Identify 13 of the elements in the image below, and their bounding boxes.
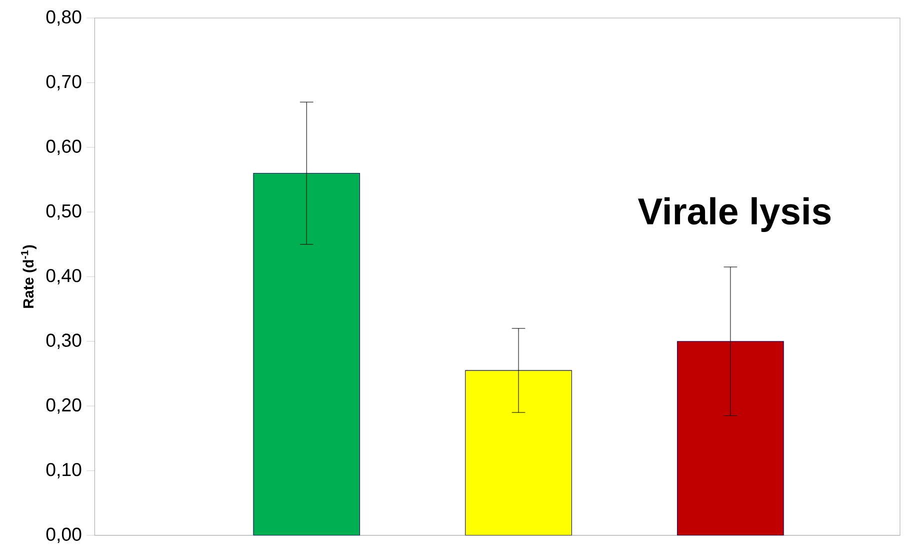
y-tick-label: 0,20	[46, 398, 82, 414]
y-tick-label: 0,30	[46, 333, 82, 349]
y-tick-label: 0,40	[46, 268, 82, 284]
y-axis-title: Rate (d$^{-1}$)	[21, 245, 36, 308]
annotation: Virale lysis	[638, 197, 831, 232]
y-tick-label: 0,60	[46, 139, 82, 155]
y-tick-label: 0,00	[46, 527, 82, 543]
y-tick-label: 0,50	[46, 204, 82, 220]
y-tick-label: 0,70	[46, 74, 82, 90]
bar	[253, 172, 360, 536]
y-tick-label: 0,80	[46, 10, 82, 26]
y-tick-label: 0,10	[46, 462, 82, 478]
bar	[465, 370, 572, 536]
